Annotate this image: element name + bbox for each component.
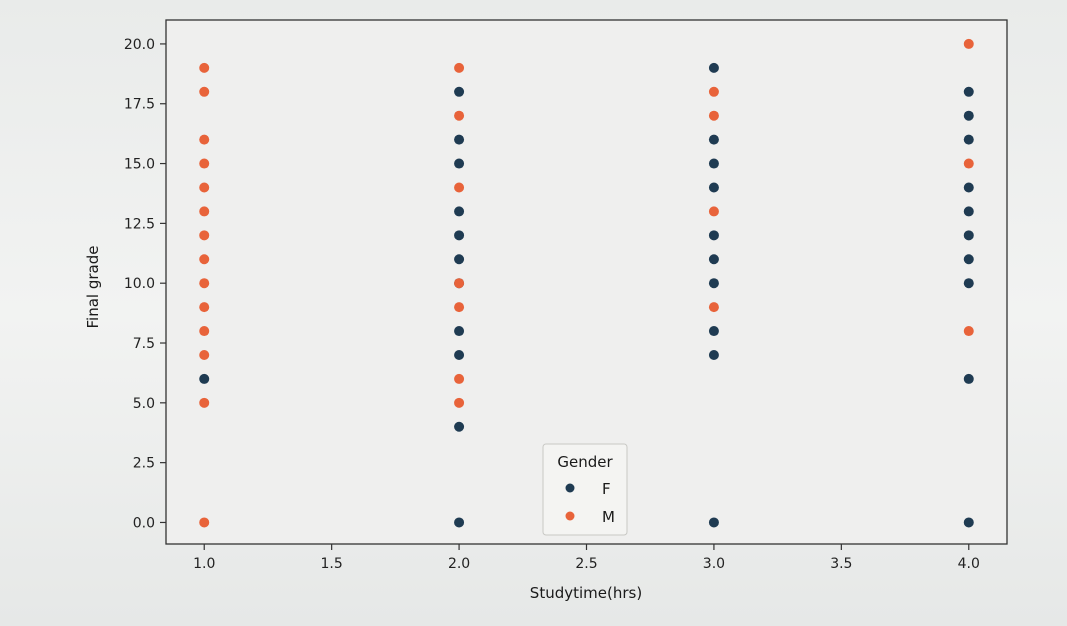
data-point-f [708,134,719,145]
legend-title: Gender [557,453,613,471]
data-point-m [963,38,974,49]
data-point-m [454,373,465,384]
y-tick-label: 7.5 [133,336,155,352]
data-point-f [454,230,465,241]
data-point-f [454,349,465,360]
legend-marker-f [565,483,575,493]
data-point-m [454,110,465,121]
y-tick-label: 17.5 [124,97,155,113]
data-point-m [199,302,210,313]
data-points [199,38,974,528]
x-tick-label: 3.0 [703,556,725,572]
legend-marker-m [565,511,575,521]
data-point-m [708,206,719,217]
data-point-m [199,86,210,97]
y-tick-label: 0.0 [133,515,155,531]
data-point-f [708,158,719,169]
data-point-m [708,302,719,313]
data-point-f [963,86,974,97]
data-point-m [199,182,210,193]
data-point-f [963,134,974,145]
data-point-m [199,254,210,265]
x-tick-label: 4.0 [958,556,980,572]
legend: Gender F M [542,443,628,536]
data-point-f [963,206,974,217]
y-axis: 0.0 2.5 5.0 7.5 10.0 12.5 15.0 17.5 20.0 [124,37,166,531]
data-point-m [963,326,974,337]
data-point-f [199,373,210,384]
x-axis-title: Studytime(hrs) [530,584,642,602]
data-point-f [963,373,974,384]
data-point-f [454,206,465,217]
data-point-m [199,517,210,528]
data-point-m [454,302,465,313]
data-point-f [708,349,719,360]
legend-label-m: M [602,508,615,526]
y-tick-label: 10.0 [124,276,155,292]
data-point-m [454,397,465,408]
y-axis-title: Final grade [84,246,102,329]
data-point-f [454,421,465,432]
data-point-m [199,349,210,360]
data-point-f [963,254,974,265]
data-point-m [708,86,719,97]
data-point-m [199,158,210,169]
data-point-m [454,278,465,289]
data-point-f [454,517,465,528]
data-point-f [454,158,465,169]
x-axis: 1.0 1.5 2.0 2.5 3.0 3.5 4.0 [193,544,980,572]
legend-label-f: F [602,480,611,498]
data-point-f [708,326,719,337]
data-point-m [454,62,465,73]
data-point-f [708,278,719,289]
x-tick-label: 1.0 [193,556,215,572]
data-point-m [199,62,210,73]
data-point-f [708,254,719,265]
data-point-f [708,230,719,241]
data-point-m [963,158,974,169]
data-point-f [963,182,974,193]
data-point-f [963,517,974,528]
data-point-m [199,397,210,408]
data-point-f [454,326,465,337]
data-point-f [708,517,719,528]
data-point-f [963,278,974,289]
legend-box [542,443,628,536]
data-point-f [454,254,465,265]
data-point-m [199,326,210,337]
data-point-f [963,110,974,121]
data-point-f [454,86,465,97]
x-tick-label: 2.5 [575,556,597,572]
y-tick-label: 12.5 [124,216,155,232]
y-tick-label: 15.0 [124,157,155,173]
data-point-m [199,206,210,217]
y-tick-label: 2.5 [133,456,155,472]
x-tick-label: 2.0 [448,556,470,572]
data-point-f [708,182,719,193]
x-tick-label: 1.5 [321,556,343,572]
x-tick-label: 3.5 [830,556,852,572]
data-point-f [963,230,974,241]
y-tick-label: 20.0 [124,37,155,53]
data-point-f [454,134,465,145]
data-point-m [708,110,719,121]
data-point-m [199,278,210,289]
data-point-m [199,230,210,241]
data-point-m [199,134,210,145]
y-tick-label: 5.0 [133,396,155,412]
data-point-f [708,62,719,73]
data-point-m [454,182,465,193]
